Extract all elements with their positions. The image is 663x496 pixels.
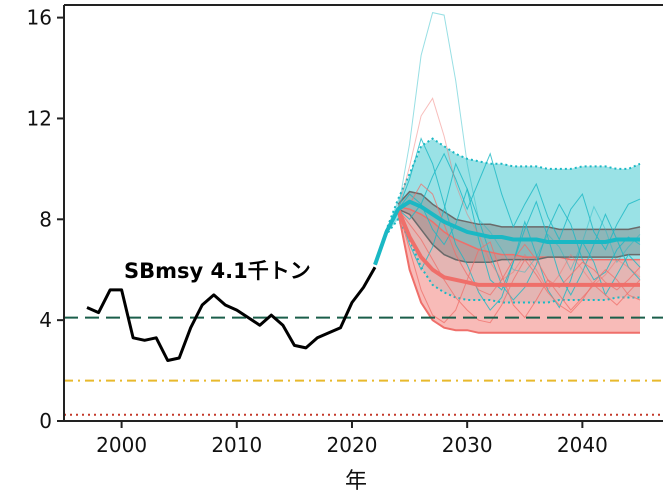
salmon-sample-run <box>397 209 641 324</box>
salmon-median-line <box>396 208 640 287</box>
x-tick-label: 2020 <box>327 433 378 457</box>
salmon-sample-run <box>397 183 641 296</box>
y-tick-label: 8 <box>39 207 52 231</box>
x-tick-label: 2000 <box>96 433 147 457</box>
x-tick-label: 2010 <box>211 433 262 457</box>
axes <box>63 4 663 422</box>
teal-sample-run <box>397 162 641 296</box>
teal-band-upper-edge <box>374 137 641 266</box>
gray-band-lower-edge <box>397 208 640 263</box>
tick-labels: 0 4 8 12 16 2000 2010 2020 2030 2040 <box>27 6 608 457</box>
sample-runs <box>397 12 641 324</box>
salmon-sample-run <box>397 97 641 291</box>
x-tick-label: 2040 <box>557 433 608 457</box>
teal-sample-run <box>397 12 641 273</box>
y-tick-label: 12 <box>27 106 52 130</box>
teal-median-line <box>373 199 640 266</box>
y-tick-label: 4 <box>39 308 52 332</box>
salmon-band-lower-edge <box>397 211 640 334</box>
x-tick-label: 2030 <box>442 433 493 457</box>
teal-sample-run <box>397 137 641 311</box>
series-lines <box>86 199 640 362</box>
y-tick-label: 16 <box>27 6 52 30</box>
y-tick-label: 0 <box>39 409 52 433</box>
x-axis-label: 年 <box>345 469 367 494</box>
reference-lines <box>64 316 663 416</box>
observed-line <box>86 266 377 362</box>
projection-bands <box>374 137 641 334</box>
annotation-sbmsy: SBmsy 4.1千トン <box>124 259 311 283</box>
